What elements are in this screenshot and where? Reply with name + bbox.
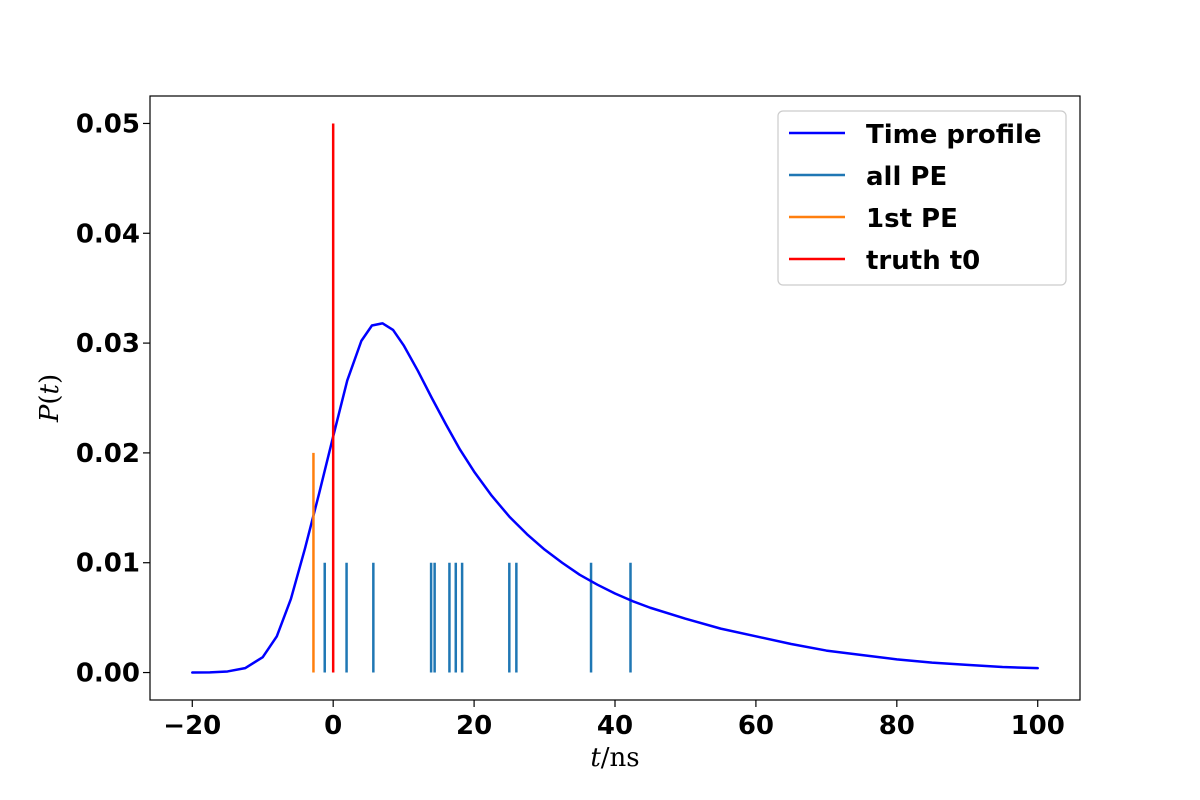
x-tick-label: −20 — [163, 711, 221, 741]
legend-label-all-pe: all PE — [866, 162, 947, 192]
y-tick-label: 0.03 — [76, 329, 140, 359]
y-axis-label-paren-close: ) — [35, 374, 65, 384]
x-axis-label-unit: /ns — [601, 743, 640, 773]
x-tick-label: 0 — [324, 711, 342, 741]
y-axis-label-paren-open: ( — [35, 394, 65, 404]
plot-area — [191, 123, 1039, 674]
legend-label-truth-t0: truth t0 — [866, 246, 980, 276]
x-tick-label: 20 — [456, 711, 492, 741]
x-tick-label: 40 — [597, 711, 633, 741]
y-axis: 0.00 0.01 0.02 0.03 0.04 0.05 — [76, 109, 150, 689]
y-axis-label-variable: P — [35, 404, 65, 423]
y-tick-label: 0.00 — [76, 659, 140, 689]
y-axis-label-argument: t — [35, 383, 65, 394]
x-axis-label-variable: t — [590, 743, 601, 773]
x-tick-label: 100 — [1011, 711, 1065, 741]
legend-label-1st-pe: 1st PE — [866, 204, 958, 234]
y-axis-label: P(t) — [35, 374, 65, 423]
x-tick-label: 80 — [879, 711, 915, 741]
y-tick-label: 0.01 — [76, 549, 140, 579]
x-axis: −20 0 20 40 60 80 100 — [163, 700, 1065, 741]
series-line-time-profile — [191, 322, 1039, 674]
x-tick-label: 60 — [738, 711, 774, 741]
y-tick-label: 0.02 — [76, 439, 140, 469]
legend-label-time-profile: Time profile — [866, 120, 1042, 150]
y-tick-label: 0.04 — [76, 219, 140, 249]
legend: Time profile all PE 1st PE truth t0 — [777, 110, 1067, 286]
plot-data — [191, 123, 1039, 674]
y-tick-label: 0.05 — [76, 109, 140, 139]
legend-box — [777, 110, 1067, 286]
x-axis-label: t/ns — [590, 743, 639, 773]
